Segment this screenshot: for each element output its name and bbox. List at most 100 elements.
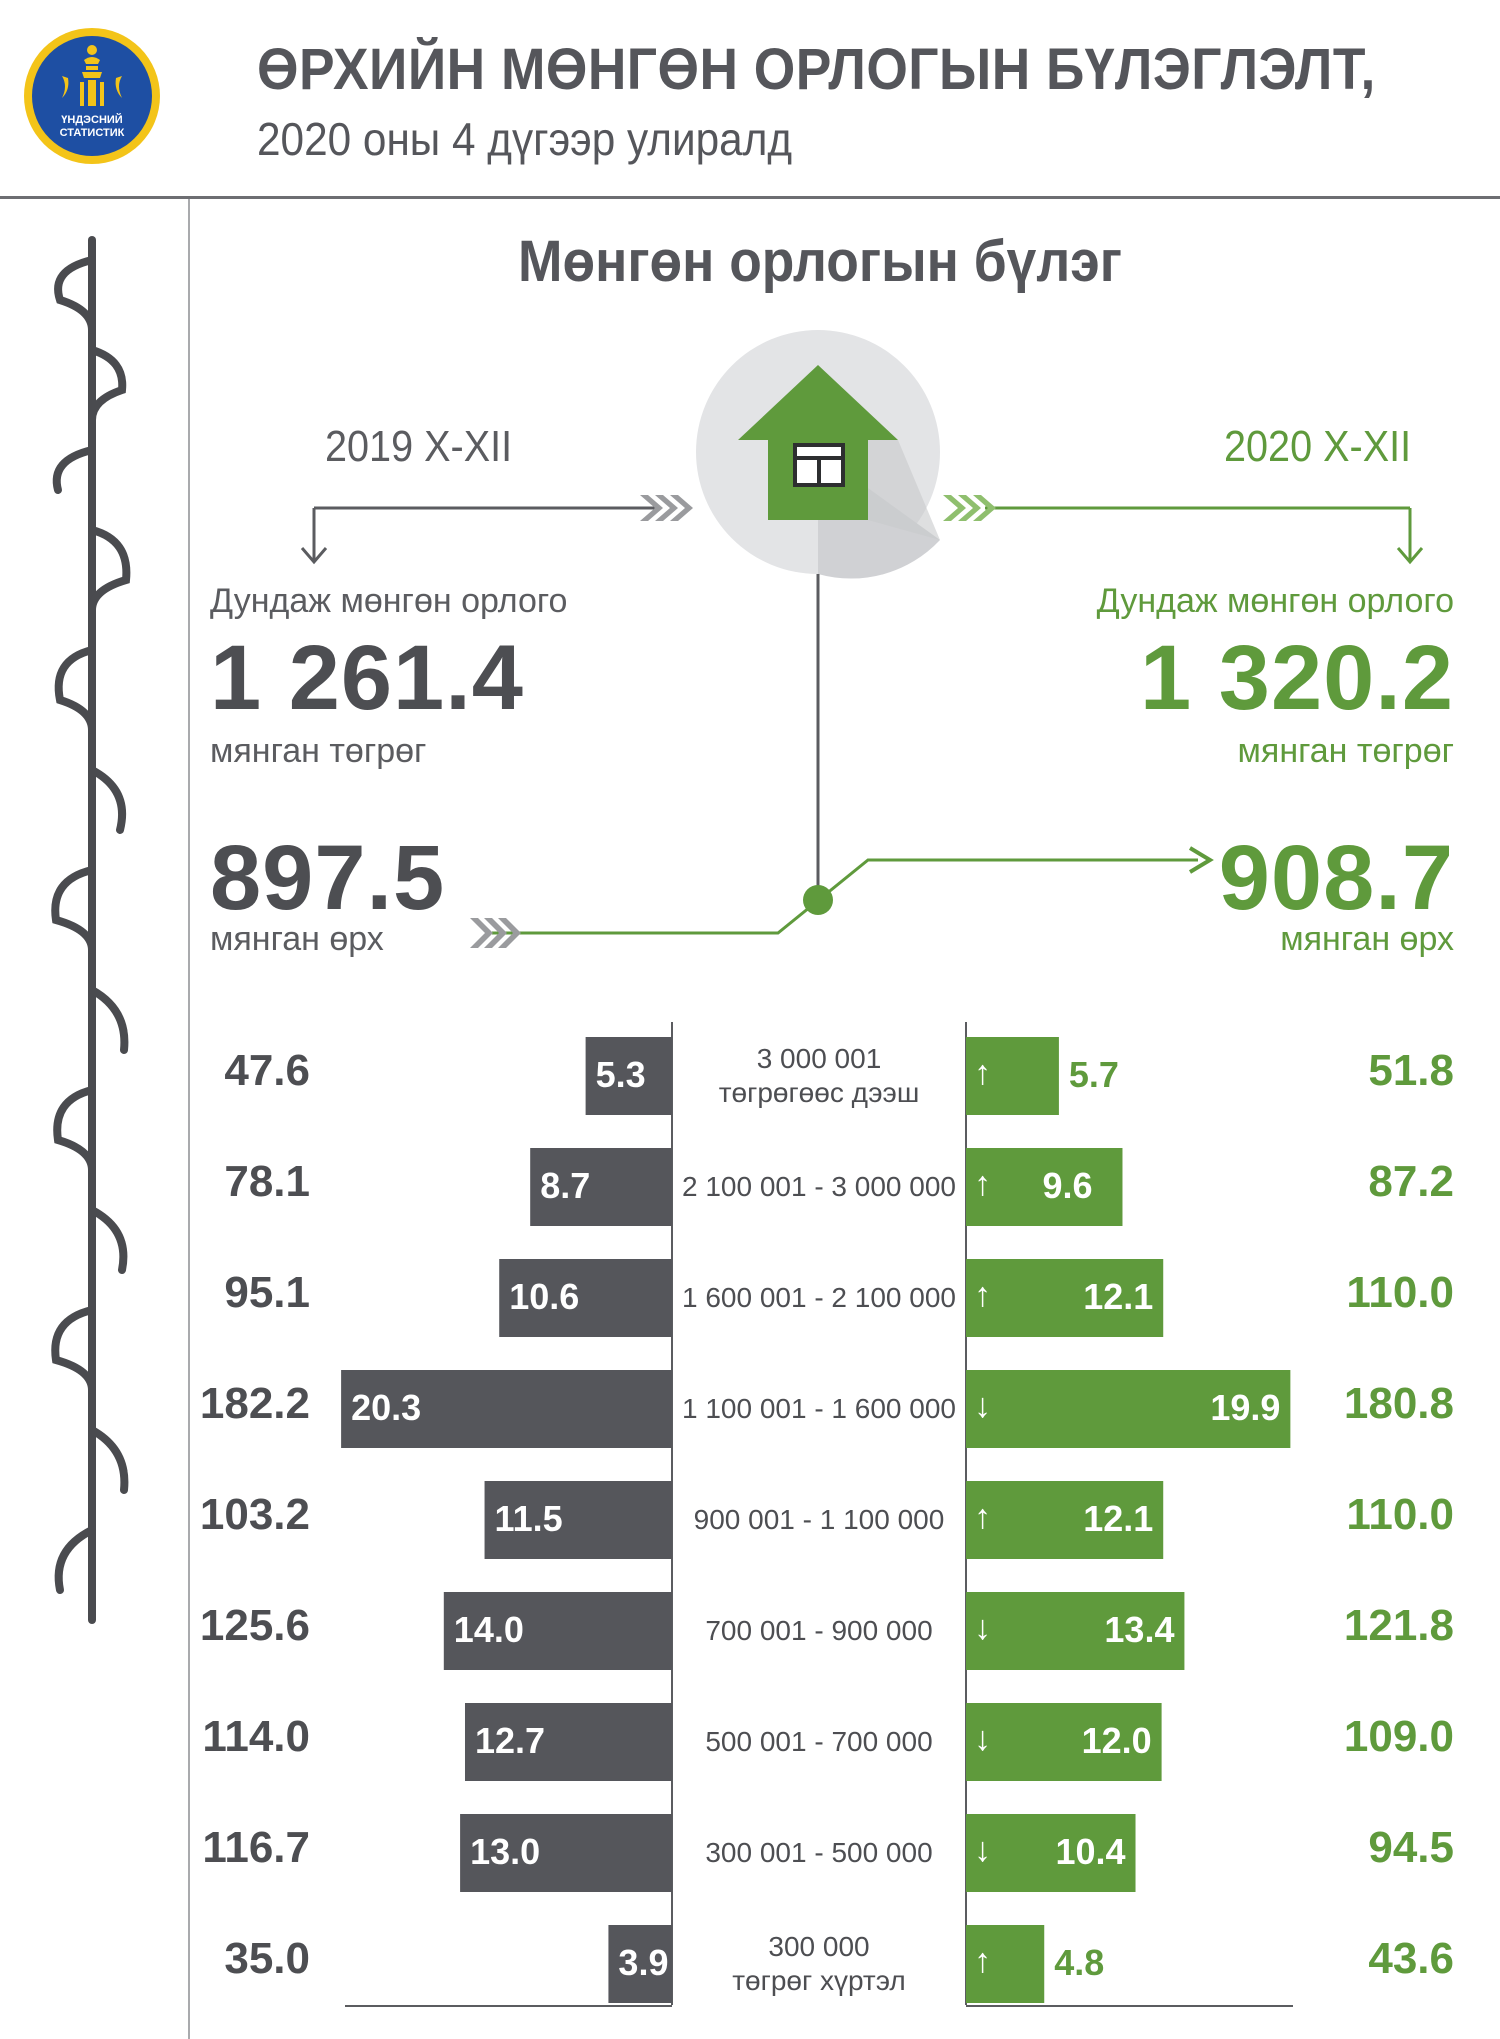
income-group-label: 1 600 001 - 2 100 000	[669, 1281, 969, 1315]
bar-label-2019: 8.7	[540, 1165, 591, 1206]
avg-income-value-2020: 1 320.2	[1140, 627, 1454, 729]
income-group-label-line: 700 001 - 900 000	[705, 1615, 933, 1646]
bar-2019	[464, 1703, 672, 1781]
avg-income-label-2020: Дундаж мөнгөн орлого	[1096, 582, 1454, 620]
households-value-2019: 897.5	[210, 827, 446, 929]
household-chevrons-icon	[470, 918, 521, 948]
bar-label-2020: 9.6	[1042, 1165, 1093, 1206]
year-label-2020: 2020 X-XII	[1224, 422, 1412, 471]
household-count-2020: 180.8	[1343, 1379, 1454, 1428]
household-count-2019: 78.1	[224, 1157, 310, 1206]
bar-label-2020: 4.8	[1054, 1942, 1105, 1983]
bar-2020	[966, 1481, 1164, 1559]
household-count-2020: 109.0	[1343, 1712, 1454, 1761]
bar-2020	[966, 1703, 1162, 1781]
arrow-up-icon: ↑	[974, 1054, 991, 1092]
household-count-2019: 103.2	[199, 1490, 310, 1539]
bar-label-2020: 5.7	[1068, 1054, 1119, 1095]
bar-2019	[341, 1370, 672, 1448]
arrow-up-icon: ↑	[974, 1498, 991, 1536]
household-count-2020: 110.0	[1346, 1268, 1454, 1317]
page-subtitle: 2020 оны 4 дүгээр улиралд	[257, 113, 793, 165]
bar-2020	[966, 1592, 1185, 1670]
household-count-2019: 116.7	[202, 1823, 310, 1872]
right-connector-arrow	[985, 506, 1424, 565]
house-icon	[696, 330, 940, 579]
year-label-2019: 2019 X-XII	[325, 422, 513, 471]
mongolian-script-title	[51, 236, 131, 1624]
right-chevrons-icon	[943, 495, 996, 521]
household-count-2020: 43.6	[1368, 1934, 1454, 1983]
bar-2020	[966, 1370, 1291, 1448]
bar-label-2020: 13.4	[1104, 1609, 1175, 1650]
bar-label-2019: 13.0	[470, 1831, 541, 1872]
bar-2019	[484, 1481, 672, 1559]
avg-income-unit-2020: мянган төгрөг	[1237, 732, 1454, 770]
arrow-up-icon: ↑	[974, 1165, 991, 1203]
arrow-down-icon: ↓	[974, 1720, 991, 1758]
arrow-down-icon: ↓	[974, 1609, 991, 1647]
income-group-label-line: 2 100 001 - 3 000 000	[681, 1171, 956, 1202]
household-arrow-head	[1188, 846, 1214, 874]
left-chevrons-icon	[640, 495, 693, 521]
bar-label-2020: 12.1	[1083, 1498, 1154, 1539]
household-connector-dot	[803, 885, 833, 915]
income-group-label: 3 000 001 төгрөгөөс дээш	[669, 1042, 969, 1110]
bar-label-2020: 12.0	[1081, 1720, 1152, 1761]
left-connector-arrow	[300, 506, 655, 565]
income-group-label-line: төгрөг хүртэл	[732, 1965, 906, 1996]
income-group-label: 2 100 001 - 3 000 000	[669, 1170, 969, 1204]
household-count-2019: 182.2	[199, 1379, 310, 1428]
income-group-label: 1 100 001 - 1 600 000	[669, 1392, 969, 1426]
income-group-label-line: 1 600 001 - 2 100 000	[681, 1282, 956, 1313]
income-group-label-line: 300 001 - 500 000	[705, 1837, 933, 1868]
bar-label-2019: 20.3	[351, 1387, 422, 1428]
section-title: Мөнгөн орлогын бүлэг	[518, 229, 1122, 294]
income-group-label: 500 001 - 700 000	[669, 1725, 969, 1759]
arrow-down-icon: ↓	[974, 1831, 991, 1869]
households-unit-2019: мянган өрх	[210, 920, 384, 958]
bar-label-2019: 14.0	[453, 1609, 524, 1650]
arrow-down-icon: ↓	[974, 1387, 991, 1425]
household-count-2020: 110.0	[1346, 1490, 1454, 1539]
income-group-label-line: 1 100 001 - 1 600 000	[681, 1393, 956, 1424]
bar-2020	[966, 1148, 1123, 1226]
households-value-2020: 908.7	[1218, 827, 1454, 929]
bar-label-2019: 10.6	[509, 1276, 580, 1317]
bar-2020	[966, 1259, 1164, 1337]
avg-income-unit-2019: мянган төгрөг	[210, 732, 427, 770]
bar-label-2019: 5.3	[595, 1054, 646, 1095]
bar-2019	[585, 1037, 672, 1115]
household-connector	[492, 858, 1198, 935]
household-count-2020: 87.2	[1368, 1157, 1454, 1206]
bar-2019	[499, 1259, 672, 1337]
bar-2020	[966, 1037, 1059, 1115]
income-group-label: 300 001 - 500 000	[669, 1836, 969, 1870]
household-count-2020: 121.8	[1343, 1601, 1454, 1650]
income-group-label: 300 000 төгрөг хүртэл	[669, 1930, 969, 1998]
income-group-label-line: төгрөгөөс дээш	[718, 1077, 920, 1108]
bar-2020	[966, 1814, 1136, 1892]
bar-2019	[443, 1592, 672, 1670]
avg-income-value-2019: 1 261.4	[210, 627, 524, 729]
income-group-label: 700 001 - 900 000	[669, 1614, 969, 1648]
page-title: ӨРХИЙН МӨНГӨН ОРЛОГЫН БҮЛЭГЛЭЛТ,	[257, 37, 1376, 102]
logo-text-line1: ҮНДЭСНИЙ	[61, 113, 123, 126]
households-unit-2020: мянган өрх	[1280, 920, 1454, 958]
bar-label-2020: 12.1	[1083, 1276, 1154, 1317]
header-divider	[0, 196, 1500, 199]
bar-label-2020: 10.4	[1055, 1831, 1126, 1872]
national-statistics-logo: ҮНДЭСНИЙ СТАТИСТИК	[24, 28, 160, 164]
bar-label-2019: 11.5	[494, 1498, 563, 1539]
bar-2020	[966, 1925, 1045, 2003]
bar-label-2020: 19.9	[1210, 1387, 1281, 1428]
bar-label-2019: 3.9	[618, 1942, 669, 1983]
bar-2019	[460, 1814, 672, 1892]
logo-text-line2: СТАТИСТИК	[60, 127, 125, 139]
bar-2019	[530, 1148, 672, 1226]
household-count-2019: 47.6	[224, 1046, 310, 1095]
household-count-2019: 114.0	[202, 1712, 310, 1761]
arrow-up-icon: ↑	[974, 1276, 991, 1314]
household-count-2020: 51.8	[1368, 1046, 1454, 1095]
